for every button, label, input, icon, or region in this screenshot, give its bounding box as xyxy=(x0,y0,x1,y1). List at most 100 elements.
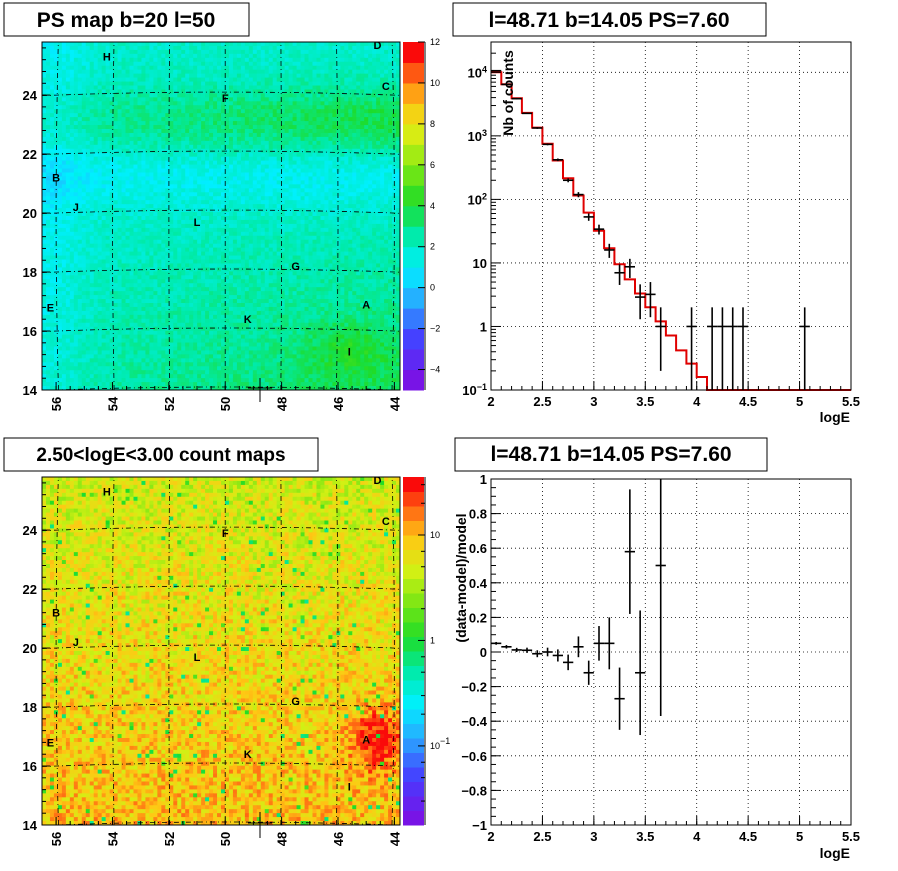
heatmap-cell xyxy=(97,200,103,205)
heatmap-cell xyxy=(280,152,286,158)
heatmap-cell xyxy=(161,231,166,237)
heatmap-cell xyxy=(165,148,170,154)
heatmap-cell xyxy=(189,97,194,102)
heatmap-cell xyxy=(177,231,182,237)
heatmap-cell xyxy=(137,152,143,158)
heatmap-cell xyxy=(332,129,337,134)
heatmap-cell xyxy=(57,49,63,55)
heatmap-cell xyxy=(388,200,393,205)
heatmap-cell xyxy=(69,45,75,51)
heatmap-cell xyxy=(288,227,294,233)
heatmap-cell xyxy=(161,109,166,114)
heatmap-cell xyxy=(240,152,246,158)
heatmap-cell xyxy=(137,212,143,217)
heatmap-cell xyxy=(157,200,162,205)
heatmap-cell xyxy=(232,196,238,201)
heatmap-cell xyxy=(197,243,202,249)
heatmap-cell xyxy=(316,223,322,229)
heatmap-cell xyxy=(42,144,47,150)
heatmap-cell xyxy=(113,164,119,170)
heatmap-cell xyxy=(137,235,143,241)
heatmap-cell xyxy=(61,49,67,55)
heatmap-cell xyxy=(185,117,190,122)
heatmap-cell xyxy=(45,176,51,181)
heatmap-cell xyxy=(268,231,274,237)
heatmap-cell xyxy=(97,132,103,138)
heatmap-cell xyxy=(352,65,357,71)
heatmap-cell xyxy=(376,227,381,233)
heatmap-cell xyxy=(232,93,238,98)
heatmap-cell xyxy=(125,188,131,193)
heatmap-cell xyxy=(213,188,218,193)
heatmap-cell xyxy=(173,255,178,261)
heatmap-cell xyxy=(252,140,258,146)
heatmap-cell xyxy=(109,45,115,51)
heatmap-cell xyxy=(268,109,274,114)
heatmap-cell xyxy=(264,192,270,197)
heatmap-cell xyxy=(328,93,333,98)
heatmap-cell xyxy=(221,144,226,150)
heatmap-cell xyxy=(201,212,206,217)
heatmap-cell xyxy=(332,196,337,201)
heatmap-cell xyxy=(201,61,206,67)
heatmap-cell xyxy=(376,105,381,110)
heatmap-cell xyxy=(169,212,174,217)
heatmap-cell xyxy=(61,121,67,126)
heatmap-cell xyxy=(133,259,139,265)
heatmap-cell xyxy=(121,251,127,257)
heatmap-cell xyxy=(260,243,266,249)
heatmap-cell xyxy=(49,45,55,51)
heatmap-cell xyxy=(376,73,381,79)
heatmap-cell xyxy=(185,160,190,166)
heatmap-cell xyxy=(97,45,103,51)
heatmap-cell xyxy=(308,89,314,94)
heatmap-cell xyxy=(145,239,150,245)
heatmap-cell xyxy=(292,223,298,229)
heatmap-cell xyxy=(252,204,258,209)
heatmap-cell xyxy=(372,81,377,87)
heatmap-cell xyxy=(193,140,198,146)
heatmap-cell xyxy=(224,121,230,126)
heatmap-cell xyxy=(105,247,111,253)
heatmap-cell xyxy=(324,117,329,122)
heatmap-cell xyxy=(380,125,385,130)
heatmap-cell xyxy=(109,144,115,150)
heatmap-cell xyxy=(213,227,218,233)
heatmap-cell xyxy=(77,176,83,181)
heatmap-cell xyxy=(117,132,123,138)
heatmap-cell xyxy=(308,184,314,189)
heatmap-cell xyxy=(121,204,127,209)
heatmap-cell xyxy=(344,45,349,51)
heatmap-cell xyxy=(149,231,154,237)
heatmap-cell xyxy=(320,57,326,63)
heatmap-cell xyxy=(376,77,381,83)
heatmap-cell xyxy=(209,212,214,217)
heatmap-cell xyxy=(221,216,226,221)
heatmap-cell xyxy=(113,180,119,185)
heatmap-cell xyxy=(205,113,210,118)
heatmap-cell xyxy=(177,132,182,138)
heatmap-cell xyxy=(252,212,258,217)
heatmap-cell xyxy=(197,176,202,181)
heatmap-cell xyxy=(73,148,79,154)
heatmap-cell xyxy=(236,216,242,221)
heatmap-cell xyxy=(161,105,166,110)
heatmap-cell xyxy=(312,81,318,87)
heatmap-cell xyxy=(173,192,178,197)
heatmap-cell xyxy=(101,227,107,233)
heatmap-cell xyxy=(304,121,310,126)
heatmap-cell xyxy=(316,93,322,98)
heatmap-cell xyxy=(197,105,202,110)
heatmap-cell xyxy=(153,176,158,181)
heatmap-cell xyxy=(356,109,361,114)
heatmap-cell xyxy=(376,89,381,94)
heatmap-cell xyxy=(221,113,226,118)
heatmap-cell xyxy=(73,172,79,178)
heatmap-cell xyxy=(228,239,234,245)
heatmap-cell xyxy=(264,243,270,249)
heatmap-cell xyxy=(272,212,278,217)
heatmap-cell xyxy=(224,184,230,189)
heatmap-cell xyxy=(205,172,210,178)
heatmap-cell xyxy=(308,117,314,122)
heatmap-cell xyxy=(356,117,361,122)
